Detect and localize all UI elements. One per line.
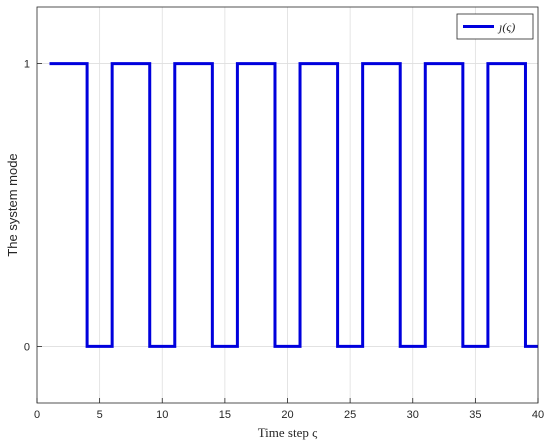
y-axis-label: The system mode: [5, 153, 20, 256]
series-line: [49, 62, 538, 348]
x-axis-label: Time step ς: [258, 425, 318, 440]
x-tick-label: 0: [34, 409, 40, 421]
legend: ȷ(ς): [456, 13, 534, 40]
x-tick-label: 10: [156, 409, 168, 421]
x-tick-label: 20: [281, 409, 293, 421]
x-tick-label: 15: [219, 409, 231, 421]
ticks: 0 5 10 15 20 25 30 35 40 0 1: [24, 59, 544, 421]
x-tick-label: 30: [407, 409, 419, 421]
series-layer: [49, 62, 538, 348]
y-tick-label: 1: [24, 59, 30, 71]
x-tick-label: 40: [532, 409, 544, 421]
x-tick-label: 35: [469, 409, 481, 421]
y-tick-label: 0: [24, 341, 30, 353]
x-tick-label: 5: [97, 409, 103, 421]
legend-entry: ȷ(ς): [497, 20, 515, 34]
x-tick-label: 25: [344, 409, 356, 421]
